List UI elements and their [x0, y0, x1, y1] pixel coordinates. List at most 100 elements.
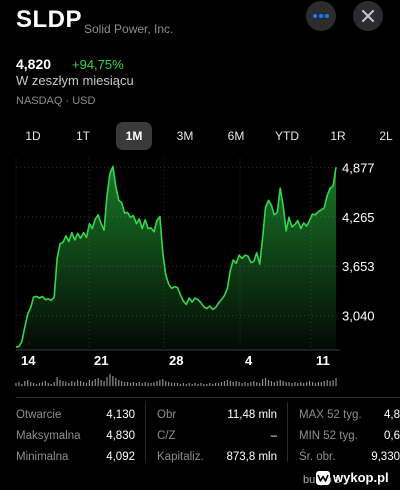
volume-bar [182, 383, 184, 386]
volume-bar [53, 382, 55, 386]
volume-bar [185, 384, 187, 386]
volume-bar [141, 383, 143, 386]
volume-bar [35, 384, 38, 386]
x-tick-label: 14 [21, 353, 36, 368]
volume-bar [38, 383, 41, 386]
volume-bar [85, 383, 88, 386]
price-chart[interactable]: 4,877 4,265 3,653 3,040 14 21 28 4 11 [0, 158, 400, 390]
volume-bar [129, 383, 132, 386]
volume-bar [273, 382, 275, 386]
stat-label: Otwarcie [16, 409, 62, 421]
volume-bar [294, 382, 296, 386]
volume-bar [223, 381, 226, 386]
y-tick-label: 4,877 [342, 160, 375, 175]
tab-1d[interactable]: 1D [25, 129, 41, 143]
stats-divider [16, 397, 400, 398]
volume-bar [244, 382, 246, 386]
volume-bar [74, 382, 76, 386]
volume-bar [297, 383, 299, 386]
stat-label: Kapitaliz. [157, 451, 204, 463]
volume-bar [115, 378, 117, 386]
volume-bar [41, 382, 44, 386]
tab-6m[interactable]: 6M [227, 129, 245, 143]
volume-bar [320, 382, 322, 386]
stats-col-divider [287, 402, 288, 462]
volume-bar [238, 382, 240, 386]
volume-bar [56, 377, 58, 386]
tab-1m[interactable]: 1M [116, 122, 152, 150]
volume-bar [314, 383, 317, 386]
stat-value: 873,8 mln [226, 451, 277, 463]
more-button[interactable] [306, 1, 336, 31]
stat-label: Minimalna [16, 451, 69, 463]
volume-bar [79, 381, 82, 386]
tab-3m[interactable]: 3M [176, 129, 194, 143]
volume-bar [276, 381, 278, 386]
volume-bar [279, 380, 281, 386]
close-button[interactable] [353, 1, 383, 31]
volume-bar [194, 383, 196, 386]
tab-2l[interactable]: 2L [379, 129, 393, 143]
volume-bar [71, 381, 73, 386]
volume-bar [229, 381, 231, 386]
volume-bar [100, 380, 102, 386]
volume-bar [308, 381, 311, 386]
stat-value: 11,48 mln [227, 409, 277, 421]
volume-bar [291, 383, 293, 386]
stats-col-divider [145, 402, 146, 462]
x-tick-label: 4 [245, 353, 253, 368]
stat-label: MIN 52 tyg. [299, 430, 358, 442]
volume-bar [44, 381, 46, 386]
company-name: Solid Power, Inc. [84, 22, 174, 36]
volume-bar [68, 383, 70, 386]
volume-bar [59, 380, 61, 386]
volume-bar [247, 383, 249, 386]
volume-bar [200, 383, 202, 386]
price-area [16, 166, 336, 350]
x-tick-label: 11 [316, 353, 330, 368]
volume-bar [106, 377, 108, 386]
volume-bar [300, 382, 302, 386]
tab-ytd[interactable]: YTD [275, 129, 299, 143]
volume-bar [18, 382, 20, 386]
volume-bar [217, 383, 220, 386]
volume-bar [256, 382, 258, 386]
tab-1r[interactable]: 1R [330, 129, 346, 143]
volume-bar [253, 381, 255, 386]
ticker-symbol: SLDP [16, 6, 83, 33]
volume-bar [206, 384, 208, 386]
tab-1t[interactable]: 1T [75, 129, 90, 143]
stat-value: 4,830 [106, 430, 135, 442]
volume-bar [215, 383, 217, 386]
volume-bar [262, 379, 264, 386]
stat-label: MAX 52 tyg. [299, 409, 362, 421]
volume-bar [153, 382, 155, 386]
volume-bar [303, 383, 305, 386]
volume-bar [91, 381, 93, 386]
volume-bar [97, 378, 99, 386]
stat-value: 4,8 [384, 409, 400, 421]
volume-bar [147, 383, 149, 386]
volume-bar [162, 379, 164, 386]
volume-bar [306, 382, 308, 386]
volume-bar [170, 383, 173, 386]
y-tick-label: 3,653 [342, 259, 375, 274]
volume-bar [150, 383, 152, 386]
volume-bar [203, 384, 205, 386]
stat-value: 4,092 [106, 451, 135, 463]
volume-bar [47, 383, 49, 386]
volume-bar [285, 382, 287, 386]
volume-bar [168, 382, 170, 386]
volume-bar [121, 381, 123, 386]
volume-bar [326, 380, 328, 386]
volume-bar [77, 380, 79, 386]
volume-bar [118, 380, 120, 386]
stat-label: Obr [157, 409, 177, 421]
volume-bar [250, 382, 252, 386]
price-line [15, 165, 337, 348]
current-price: 4,820 [16, 56, 52, 72]
volume-bar [235, 381, 237, 386]
volume-bar [94, 379, 96, 386]
volume-bar [282, 381, 284, 386]
volume-bar [176, 383, 179, 386]
